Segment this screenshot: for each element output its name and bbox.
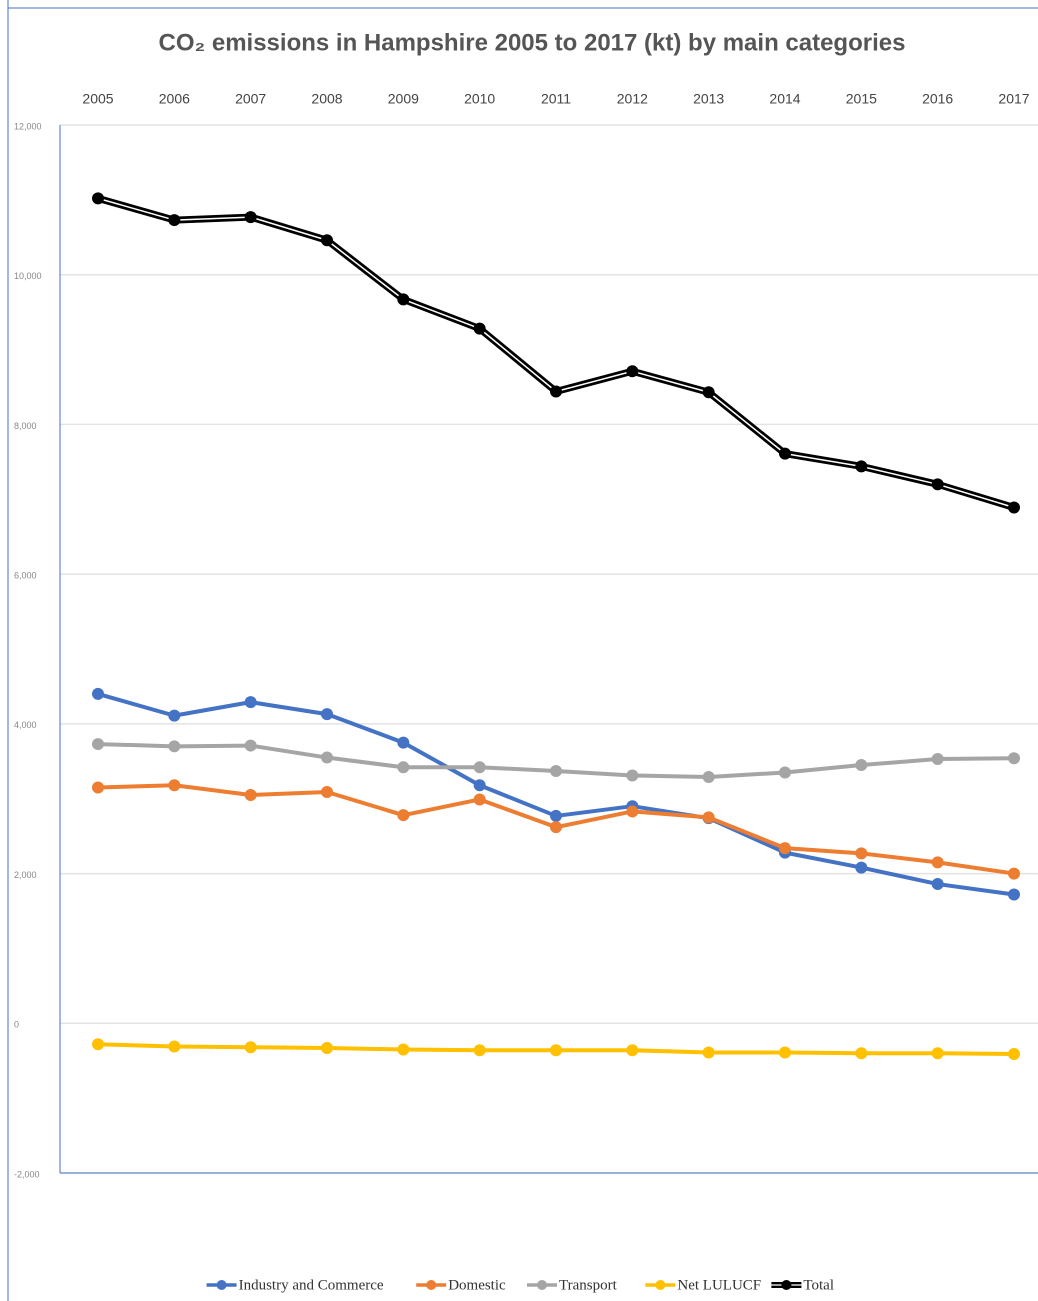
chart-title: CO₂ emissions in Hampshire 2005 to 2017 … bbox=[159, 29, 906, 56]
legend-marker bbox=[537, 1280, 547, 1290]
x-tick-label: 2017 bbox=[998, 91, 1029, 107]
legend-marker bbox=[216, 1280, 227, 1290]
y-tick-label: -2,000 bbox=[14, 1169, 40, 1179]
y-tick-label: 4,000 bbox=[14, 720, 37, 730]
data-point bbox=[702, 771, 715, 784]
data-point bbox=[1008, 1047, 1020, 1060]
legend-label: Total bbox=[803, 1277, 834, 1293]
data-point bbox=[855, 1047, 868, 1060]
x-tick-label: 2016 bbox=[922, 91, 953, 107]
data-point bbox=[473, 779, 486, 792]
data-point bbox=[397, 761, 410, 774]
data-point bbox=[855, 847, 868, 860]
legend-marker bbox=[426, 1280, 437, 1290]
data-point bbox=[779, 1046, 791, 1059]
data-point bbox=[626, 1044, 639, 1057]
data-point bbox=[92, 192, 104, 205]
x-tick-label: 2012 bbox=[617, 91, 648, 107]
data-point bbox=[931, 478, 944, 491]
x-tick-label: 2011 bbox=[541, 91, 571, 107]
legend-label: Net LULUCF bbox=[677, 1277, 761, 1293]
x-tick-label: 2013 bbox=[693, 91, 724, 107]
data-point bbox=[1008, 501, 1020, 514]
series-line-inner bbox=[97, 197, 1015, 509]
data-point bbox=[1008, 752, 1020, 765]
data-point bbox=[397, 293, 410, 306]
data-point bbox=[244, 696, 257, 709]
data-point bbox=[321, 1041, 333, 1054]
data-point bbox=[92, 687, 104, 700]
data-point bbox=[473, 793, 486, 806]
data-point bbox=[473, 761, 486, 774]
y-tick-label: 0 bbox=[14, 1020, 19, 1030]
data-point bbox=[397, 1043, 410, 1056]
x-tick-label: 2015 bbox=[846, 91, 877, 107]
data-point bbox=[931, 878, 944, 891]
data-point bbox=[92, 738, 104, 751]
x-tick-label: 2014 bbox=[769, 91, 800, 107]
y-tick-label: 10,000 bbox=[14, 271, 42, 281]
legend-label: Industry and Commerce bbox=[239, 1277, 384, 1293]
data-point bbox=[550, 765, 562, 778]
data-point bbox=[321, 708, 333, 721]
data-point bbox=[92, 1038, 104, 1051]
legend-label: Transport bbox=[559, 1277, 618, 1293]
y-tick-label: 12,000 bbox=[14, 121, 42, 131]
y-tick-label: 6,000 bbox=[14, 571, 37, 581]
legend-label: Domestic bbox=[448, 1277, 506, 1293]
data-point bbox=[397, 809, 410, 822]
data-point bbox=[321, 785, 333, 798]
data-point bbox=[550, 821, 562, 834]
data-point bbox=[550, 1044, 562, 1057]
x-tick-label: 2010 bbox=[464, 91, 495, 107]
data-point bbox=[626, 365, 639, 378]
data-point bbox=[321, 751, 333, 764]
data-point bbox=[473, 322, 486, 335]
data-point bbox=[397, 736, 410, 749]
x-tick-label: 2006 bbox=[159, 91, 190, 107]
data-point bbox=[779, 766, 791, 779]
data-point bbox=[855, 759, 868, 772]
data-point bbox=[626, 805, 639, 818]
data-point bbox=[1008, 888, 1020, 901]
x-tick-label: 2005 bbox=[82, 91, 113, 107]
data-point bbox=[779, 842, 791, 855]
y-tick-label: 2,000 bbox=[14, 870, 37, 880]
data-point bbox=[168, 779, 181, 792]
data-point bbox=[168, 740, 181, 753]
data-point bbox=[931, 753, 944, 766]
x-tick-label: 2008 bbox=[311, 91, 342, 107]
data-point bbox=[244, 739, 257, 752]
data-point bbox=[92, 781, 104, 794]
data-point bbox=[931, 856, 944, 869]
data-point bbox=[931, 1047, 944, 1060]
data-point bbox=[626, 769, 639, 782]
data-point bbox=[244, 211, 257, 224]
data-point bbox=[855, 460, 868, 473]
y-tick-label: 8,000 bbox=[14, 421, 37, 431]
data-point bbox=[1008, 867, 1020, 880]
data-point bbox=[473, 1044, 486, 1057]
data-point bbox=[702, 386, 715, 399]
legend-marker bbox=[781, 1280, 792, 1290]
data-point bbox=[550, 385, 562, 398]
data-point bbox=[168, 1040, 181, 1053]
data-point bbox=[244, 1041, 257, 1054]
data-point bbox=[779, 447, 791, 460]
data-point bbox=[855, 861, 868, 874]
x-tick-label: 2007 bbox=[235, 91, 266, 107]
data-point bbox=[702, 1046, 715, 1059]
legend-marker bbox=[655, 1280, 666, 1290]
data-point bbox=[244, 788, 257, 801]
series-line bbox=[97, 194, 1016, 511]
data-point bbox=[550, 809, 562, 822]
data-point bbox=[168, 214, 181, 227]
data-point bbox=[702, 811, 715, 824]
data-point bbox=[321, 234, 333, 247]
data-point bbox=[168, 709, 181, 722]
x-tick-label: 2009 bbox=[388, 91, 419, 107]
